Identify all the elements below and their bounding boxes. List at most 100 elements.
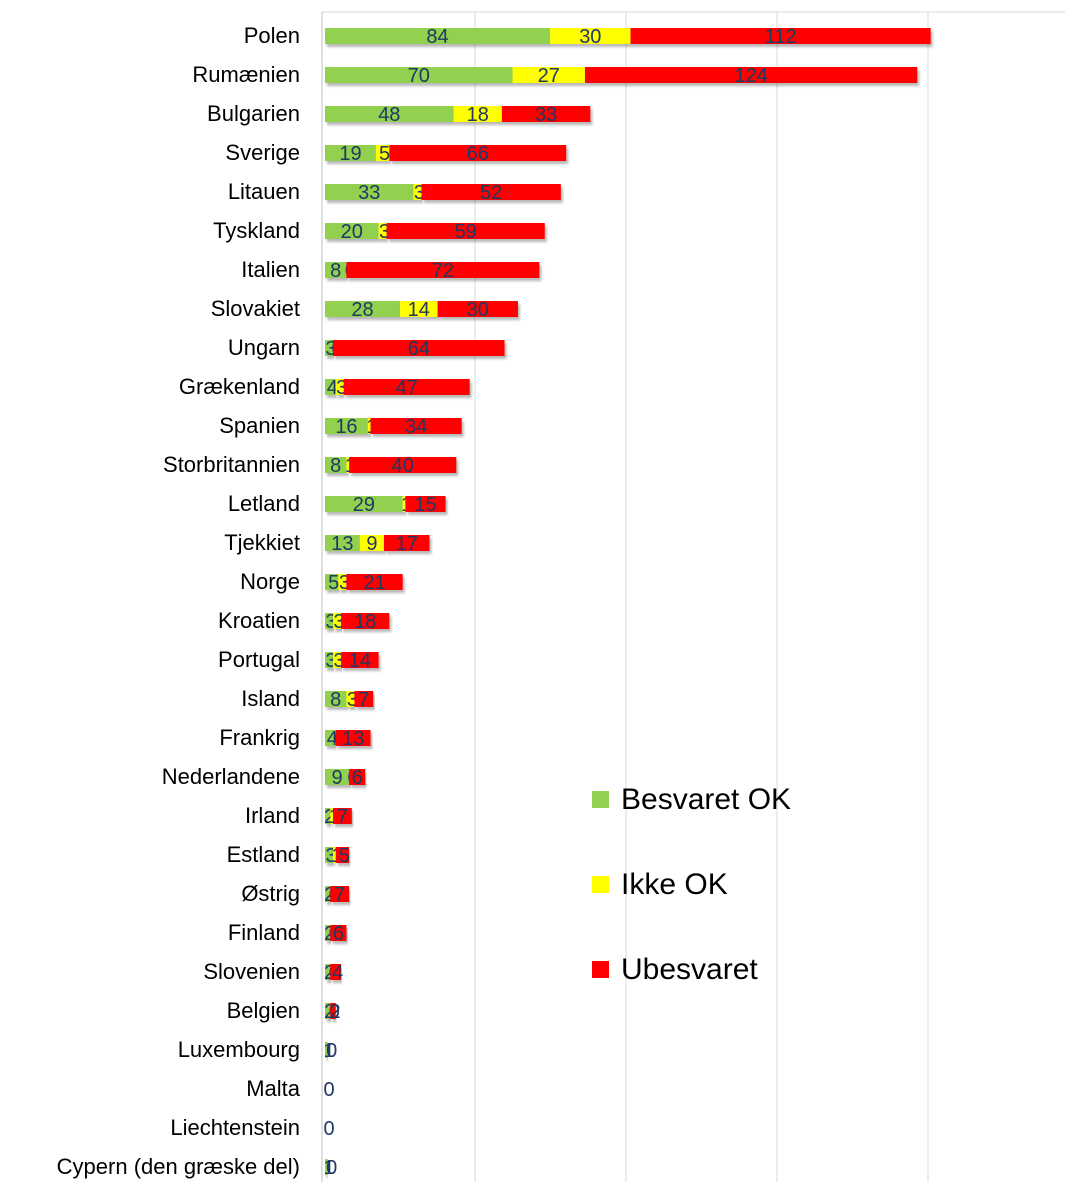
bar-segment-ubesvaret [584,67,918,83]
data-label: 4 [327,728,338,750]
data-label: 2 [324,1001,335,1023]
data-label: 6 [352,767,363,789]
data-label: 47 [396,377,418,399]
bar-segment-ikke-ok [359,535,384,551]
category-label: Ungarn [228,335,300,360]
bar-segment-besvaret-ok [325,1003,331,1019]
data-label: 2 [324,962,335,984]
bar-segment-ubesvaret [383,535,430,551]
data-label: 7 [358,689,369,711]
data-label: 30 [467,299,489,321]
data-label: 19 [339,143,361,165]
bar-row: 20 3 59 [325,221,545,243]
legend-swatch [592,876,609,893]
data-label: 1 [323,1040,334,1062]
bar-segment-ikke-ok [400,301,438,317]
data-label: 52 [480,182,502,204]
bar-row: 19 5 66 [325,143,567,165]
data-label: 3 [333,611,344,633]
bar-segment-besvaret-ok [325,925,331,941]
data-label: 13 [342,728,364,750]
data-label: 0 [323,1118,334,1140]
data-label: 0 [323,1079,334,1101]
bar-segment-ubesvaret [370,418,462,434]
bar-segment-ubesvaret [501,106,591,122]
bar-segment-ubesvaret [330,925,347,941]
data-label: 124 [734,65,767,87]
bar-segment-ubesvaret [389,145,567,161]
bar-row: 202 [324,1001,340,1023]
bar-row: 13 9 17 [325,533,430,555]
data-label: 66 [467,143,489,165]
bar-row: 28 14 30 [325,299,518,321]
data-label: 3 [379,221,390,243]
bar-row: 48 18 33 [325,104,591,126]
bar-row: 8072 [325,260,540,282]
bar-row: 33 14 [325,650,379,672]
bar-row: 33 3 52 [325,182,561,204]
category-label: Cypern (den græske del) [57,1154,300,1179]
data-label: 21 [363,572,385,594]
category-label: Tyskland [213,218,300,243]
bar-segment-besvaret-ok [325,847,334,863]
data-label: 29 [353,494,375,516]
legend-item: Ubesvaret [592,953,758,986]
data-label: 59 [455,221,477,243]
bar-segment-ikke-ok [346,457,350,473]
data-label: 112 [765,26,797,48]
category-label: Liechtenstein [170,1115,300,1140]
data-label: 33 [358,182,380,204]
bar-segment-ubesvaret [343,379,470,395]
bar-row: 206 [324,923,347,945]
bar-row: 204 [324,962,343,984]
data-label: 7 [334,884,345,906]
data-label: 3 [339,572,350,594]
legend-item: Ikke OK [592,868,728,901]
category-label: Tjekkiet [224,530,300,555]
bar-segment-besvaret-ok [325,496,403,512]
bar-segment-ikke-ok [330,808,334,824]
data-label: 4 [327,377,338,399]
bar-segment-besvaret-ok [325,964,331,980]
category-label: Østrig [241,881,300,906]
bar-row: 3064 [325,338,505,360]
bar-segment-ubesvaret [405,496,446,512]
data-label: 48 [378,104,400,126]
data-label: 2 [324,923,335,945]
data-label: 8 [330,455,341,477]
data-label: 2 [324,884,335,906]
bar-segment-ubesvaret [341,613,390,629]
category-label: Kroatien [218,608,300,633]
data-label: 64 [408,338,430,360]
data-label: 33 [535,104,557,126]
bar-segment-besvaret-ok [325,184,414,200]
bar-segment-besvaret-ok [325,340,334,356]
data-label: 3 [325,845,336,867]
data-label: 14 [408,299,430,321]
bar-segment-ikke-ok [333,847,336,863]
bar-row: 10 [323,1040,337,1062]
data-label: 8 [330,260,341,282]
gridlines [321,11,1065,1182]
data-label: 16 [335,416,357,438]
bar-segment-besvaret-ok [325,262,347,278]
category-label: Storbritannien [163,452,300,477]
category-label: Finland [228,920,300,945]
bar-row: 29115 [325,494,446,516]
data-label: 6 [333,923,344,945]
category-label: Grækenland [179,374,300,399]
data-label: 5 [339,845,350,867]
data-label: 17 [396,533,418,555]
bar-segment-ubesvaret [349,457,457,473]
data-label: 84 [426,26,448,48]
bar-segment-besvaret-ok [325,808,331,824]
category-label: Slovenien [203,959,300,984]
bar-row: 207 [324,884,350,906]
bar-segment-ubesvaret [341,652,379,668]
bar-segment-ubesvaret [386,223,545,239]
bar-segment-besvaret-ok [325,1159,328,1175]
data-label: 18 [467,104,489,126]
category-label: Nederlandene [162,764,300,789]
category-label: Letland [228,491,300,516]
